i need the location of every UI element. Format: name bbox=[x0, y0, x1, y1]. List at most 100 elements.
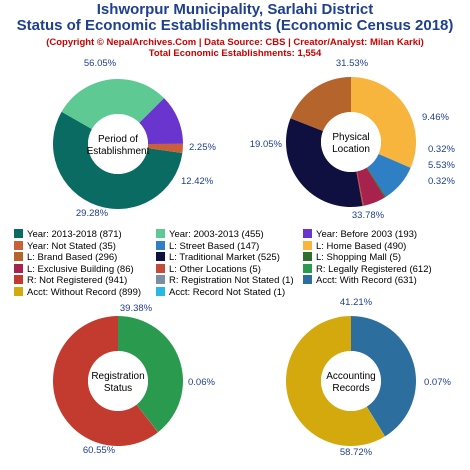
legend-label: L: Street Based (147) bbox=[169, 240, 260, 252]
donut-center-label: Status bbox=[104, 383, 132, 394]
legend-swatch bbox=[156, 229, 165, 238]
legend-item: Acct: Without Record (899) bbox=[14, 287, 141, 298]
legend-item: R: Registration Not Stated (1) bbox=[156, 275, 294, 286]
chart-title-line1: Ishworpur Municipality, Sarlahi District bbox=[96, 1, 374, 18]
legend-label: L: Shopping Mall (5) bbox=[316, 252, 402, 264]
legend-swatch bbox=[14, 287, 23, 296]
slice-year-2003-2013-455 bbox=[61, 79, 165, 130]
slice-year-2013-2018-871 bbox=[53, 111, 183, 209]
slice-acct-record-not-stated-1 bbox=[366, 406, 386, 437]
percent-label-year-before-2003-193: 12.42% bbox=[181, 176, 214, 187]
donut-center-label: Accounting bbox=[326, 371, 375, 382]
donut-hole bbox=[321, 112, 381, 172]
legend-swatch bbox=[156, 263, 165, 273]
legend-item: R: Not Registered (941) bbox=[14, 275, 127, 286]
legend-item: Year: Before 2003 (193) bbox=[303, 229, 417, 240]
legend-swatch bbox=[14, 240, 23, 250]
slice-l-brand-based-296 bbox=[290, 77, 351, 132]
slice-year-not-stated-35 bbox=[147, 143, 183, 154]
legend-swatch bbox=[156, 287, 165, 296]
legend-label: R: Legally Registered (612) bbox=[316, 263, 432, 275]
slice-l-other-locations-5 bbox=[356, 171, 364, 206]
legend-swatch bbox=[14, 252, 23, 262]
legend-swatch bbox=[303, 229, 312, 238]
slice-r-registration-not-stated-1 bbox=[136, 404, 159, 433]
slice-l-street-based-147 bbox=[367, 153, 411, 197]
percent-label-l-other-locations-5: 0.32% bbox=[428, 176, 455, 187]
legend-label: Year: Not Stated (35) bbox=[27, 240, 116, 252]
legend-label: L: Exclusive Building (86) bbox=[27, 263, 134, 275]
percent-label-year-2013-2018-871: 56.05% bbox=[84, 58, 117, 69]
slice-r-not-registered-941 bbox=[53, 316, 159, 446]
legend-label: L: Home Based (490) bbox=[316, 240, 407, 252]
legend-item: L: Exclusive Building (86) bbox=[14, 263, 134, 275]
legend-item: Year: 2013-2018 (871) bbox=[14, 229, 122, 240]
donut-hole bbox=[88, 114, 148, 174]
legend-label: L: Brand Based (296) bbox=[27, 252, 118, 264]
legend-item: L: Home Based (490) bbox=[303, 240, 407, 252]
donut-center-label: Establishment bbox=[87, 146, 150, 157]
legend-swatch bbox=[14, 229, 23, 238]
legend-label: Acct: With Record (631) bbox=[316, 275, 417, 287]
percent-label-year-2003-2013-455: 29.28% bbox=[76, 208, 109, 219]
legend-label: Year: 2013-2018 (871) bbox=[27, 229, 122, 240]
legend-item: L: Other Locations (5) bbox=[156, 263, 261, 275]
donut-center-label: Period of bbox=[98, 134, 138, 145]
legend-swatch bbox=[14, 275, 23, 285]
legend-item: Year: Not Stated (35) bbox=[14, 240, 116, 252]
legend-label: L: Traditional Market (525) bbox=[169, 252, 280, 264]
legend-label: R: Registration Not Stated (1) bbox=[169, 275, 294, 287]
percent-label-r-registration-not-stated-1: 0.06% bbox=[188, 377, 215, 388]
percent-label-l-home-based-490: 31.53% bbox=[336, 58, 369, 69]
donut-hole bbox=[321, 351, 381, 411]
percent-label-l-exclusive-building-86: 5.53% bbox=[428, 160, 455, 171]
legend-swatch bbox=[156, 275, 165, 285]
donut-center-label: Physical bbox=[332, 132, 369, 143]
slice-l-traditional-market-525 bbox=[285, 118, 363, 207]
legend-label: Acct: Without Record (899) bbox=[27, 287, 142, 298]
legend-item: Year: 2003-2013 (455) bbox=[156, 229, 264, 240]
legend-swatch bbox=[303, 275, 312, 285]
legend-label: Year: 2003-2013 (455) bbox=[169, 229, 264, 240]
legend-swatch bbox=[14, 263, 23, 273]
percent-label-acct-record-not-stated-1: 0.07% bbox=[424, 377, 451, 388]
chart-title-line2: Status of Economic Establishments (Econo… bbox=[16, 17, 454, 34]
legend-item: Acct: With Record (631) bbox=[303, 275, 417, 286]
slice-year-before-2003-193 bbox=[139, 98, 183, 144]
legend-item: L: Street Based (147) bbox=[156, 240, 260, 252]
percent-label-l-shopping-mall-5: 0.32% bbox=[428, 144, 455, 155]
donut-center-label: Location bbox=[332, 144, 370, 155]
percent-label-acct-with-record-631: 41.21% bbox=[340, 297, 373, 308]
copyright-subtitle: (Copyright © NepalArchives.Com | Data So… bbox=[46, 37, 424, 48]
percent-label-year-not-stated-35: 2.25% bbox=[189, 142, 216, 153]
slice-l-shopping-mall-5 bbox=[366, 167, 386, 198]
percent-label-acct-without-record-899: 58.72% bbox=[340, 447, 373, 458]
percent-label-r-not-registered-941: 60.55% bbox=[83, 445, 116, 456]
legend-item: Acct: Record Not Stated (1) bbox=[156, 287, 285, 298]
legend-swatch bbox=[156, 240, 165, 250]
legend-label: Year: Before 2003 (193) bbox=[316, 229, 418, 240]
slice-r-legally-registered-612 bbox=[118, 316, 184, 433]
donut-center-label: Registration bbox=[91, 371, 144, 382]
slice-acct-without-record-899 bbox=[285, 316, 385, 447]
percent-label-r-legally-registered-612: 39.38% bbox=[120, 303, 153, 314]
percent-label-l-street-based-147: 9.46% bbox=[422, 112, 449, 123]
donut-center-label: Records bbox=[332, 383, 369, 394]
legend-swatch bbox=[303, 240, 312, 250]
percent-label-l-brand-based-296: 19.05% bbox=[250, 139, 283, 150]
legend-item: L: Traditional Market (525) bbox=[156, 252, 280, 263]
donut-hole bbox=[88, 351, 148, 411]
total-subtitle: Total Economic Establishments: 1,554 bbox=[148, 48, 322, 59]
slice-l-home-based-490 bbox=[351, 77, 417, 168]
percent-label-l-traditional-market-525: 33.78% bbox=[352, 210, 385, 221]
legend-item: R: Legally Registered (612) bbox=[303, 263, 432, 275]
slice-acct-with-record-631 bbox=[351, 316, 416, 437]
legend-label: L: Other Locations (5) bbox=[169, 263, 261, 275]
slice-l-exclusive-building-86 bbox=[356, 167, 385, 206]
legend-swatch bbox=[303, 263, 312, 273]
legend-label: Acct: Record Not Stated (1) bbox=[169, 287, 286, 298]
legend-item: L: Brand Based (296) bbox=[14, 252, 117, 263]
